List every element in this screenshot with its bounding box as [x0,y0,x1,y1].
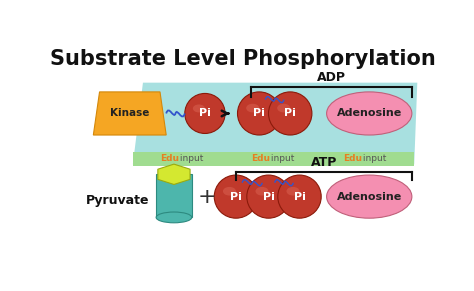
Text: Pyruvate: Pyruvate [86,194,149,207]
Polygon shape [93,92,166,135]
Ellipse shape [185,93,225,134]
Polygon shape [156,174,192,217]
Ellipse shape [268,92,312,135]
Text: ATP: ATP [311,156,337,169]
Text: Edu: Edu [160,155,179,163]
Text: input: input [268,155,295,163]
Text: +: + [197,187,216,207]
Text: input: input [177,155,203,163]
Ellipse shape [255,187,268,196]
Text: Edu: Edu [251,155,271,163]
Ellipse shape [156,212,192,223]
Text: Adenosine: Adenosine [337,191,402,202]
Polygon shape [133,152,414,166]
Ellipse shape [237,92,281,135]
Text: Pi: Pi [253,109,265,118]
Polygon shape [133,83,417,164]
Text: Pi: Pi [284,109,296,118]
Ellipse shape [247,175,290,218]
Ellipse shape [277,104,290,112]
Polygon shape [158,164,190,184]
Text: Kinase: Kinase [110,109,149,118]
Ellipse shape [193,104,205,112]
Text: ADP: ADP [317,71,346,84]
Text: Pi: Pi [293,191,305,202]
Ellipse shape [286,187,300,196]
Ellipse shape [278,175,321,218]
Ellipse shape [327,175,412,218]
Text: Pi: Pi [263,191,274,202]
Ellipse shape [246,104,259,112]
Ellipse shape [223,187,236,196]
Ellipse shape [327,92,412,135]
Text: Substrate Level Phosphorylation: Substrate Level Phosphorylation [50,49,436,69]
Text: input: input [360,155,386,163]
Ellipse shape [214,175,258,218]
Text: Pi: Pi [199,109,211,118]
Text: Adenosine: Adenosine [337,109,402,118]
Text: Pi: Pi [230,191,242,202]
Text: Edu: Edu [343,155,362,163]
